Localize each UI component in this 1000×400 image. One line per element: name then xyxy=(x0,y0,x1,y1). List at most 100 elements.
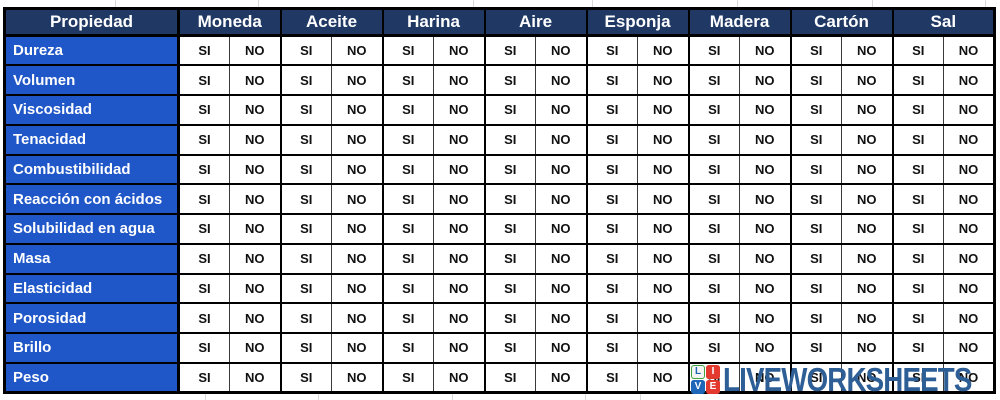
answer-cell-si[interactable]: SI xyxy=(279,361,333,394)
answer-cell-si[interactable]: SI xyxy=(381,213,435,245)
answer-cell-si[interactable]: SI xyxy=(279,34,333,67)
answer-cell-si[interactable]: SI xyxy=(483,183,537,215)
answer-cell-no[interactable]: NO xyxy=(739,332,792,364)
answer-cell-si[interactable]: SI xyxy=(687,272,741,305)
answer-cell-si[interactable]: SI xyxy=(177,332,230,364)
answer-cell-si[interactable]: SI xyxy=(687,123,741,156)
answer-cell-si[interactable]: SI xyxy=(177,94,230,126)
answer-cell-si[interactable]: SI xyxy=(891,64,945,96)
answer-cell-no[interactable]: NO xyxy=(331,213,384,245)
answer-cell-si[interactable]: SI xyxy=(687,242,741,275)
answer-cell-no[interactable]: NO xyxy=(841,123,894,156)
answer-cell-no[interactable]: NO xyxy=(637,183,690,215)
answer-cell-si[interactable]: SI xyxy=(687,94,741,126)
answer-cell-si[interactable]: SI xyxy=(381,123,435,156)
answer-cell-no[interactable]: NO xyxy=(331,94,384,126)
answer-cell-no[interactable]: NO xyxy=(331,272,384,305)
answer-cell-no[interactable]: NO xyxy=(331,183,384,215)
answer-cell-si[interactable]: SI xyxy=(687,153,741,186)
answer-cell-no[interactable]: NO xyxy=(841,94,894,126)
answer-cell-no[interactable]: NO xyxy=(841,361,894,394)
answer-cell-no[interactable]: NO xyxy=(535,123,588,156)
answer-cell-si[interactable]: SI xyxy=(279,302,333,334)
answer-cell-si[interactable]: SI xyxy=(177,153,230,186)
answer-cell-si[interactable]: SI xyxy=(381,64,435,96)
answer-cell-si[interactable]: SI xyxy=(891,213,945,245)
answer-cell-si[interactable]: SI xyxy=(585,213,639,245)
answer-cell-no[interactable]: NO xyxy=(535,332,588,364)
answer-cell-no[interactable]: NO xyxy=(841,153,894,186)
answer-cell-no[interactable]: NO xyxy=(535,183,588,215)
answer-cell-si[interactable]: SI xyxy=(687,183,741,215)
answer-cell-no[interactable]: NO xyxy=(739,183,792,215)
answer-cell-si[interactable]: SI xyxy=(177,34,230,67)
answer-cell-no[interactable]: NO xyxy=(433,242,486,275)
answer-cell-si[interactable]: SI xyxy=(687,64,741,96)
answer-cell-no[interactable]: NO xyxy=(535,64,588,96)
answer-cell-si[interactable]: SI xyxy=(177,361,230,394)
answer-cell-si[interactable]: SI xyxy=(789,242,843,275)
answer-cell-no[interactable]: NO xyxy=(228,242,282,275)
answer-cell-si[interactable]: SI xyxy=(585,302,639,334)
answer-cell-si[interactable]: SI xyxy=(381,242,435,275)
answer-cell-no[interactable]: NO xyxy=(637,94,690,126)
answer-cell-si[interactable]: SI xyxy=(381,34,435,67)
answer-cell-no[interactable]: NO xyxy=(841,183,894,215)
answer-cell-si[interactable]: SI xyxy=(279,272,333,305)
answer-cell-no[interactable]: NO xyxy=(637,302,690,334)
answer-cell-no[interactable]: NO xyxy=(331,153,384,186)
answer-cell-si[interactable]: SI xyxy=(279,94,333,126)
answer-cell-no[interactable]: NO xyxy=(433,213,486,245)
answer-cell-no[interactable]: NO xyxy=(331,34,384,67)
answer-cell-no[interactable]: NO xyxy=(841,213,894,245)
answer-cell-no[interactable]: NO xyxy=(228,64,282,96)
answer-cell-si[interactable]: SI xyxy=(585,34,639,67)
answer-cell-no[interactable]: NO xyxy=(535,94,588,126)
answer-cell-no[interactable]: NO xyxy=(228,361,282,394)
answer-cell-no[interactable]: NO xyxy=(943,272,996,305)
answer-cell-no[interactable]: NO xyxy=(739,242,792,275)
answer-cell-no[interactable]: NO xyxy=(331,64,384,96)
answer-cell-no[interactable]: NO xyxy=(943,361,996,394)
answer-cell-si[interactable]: SI xyxy=(789,302,843,334)
answer-cell-si[interactable]: SI xyxy=(279,123,333,156)
answer-cell-no[interactable]: NO xyxy=(331,302,384,334)
answer-cell-si[interactable]: SI xyxy=(381,302,435,334)
answer-cell-si[interactable]: SI xyxy=(891,332,945,364)
answer-cell-no[interactable]: NO xyxy=(943,242,996,275)
answer-cell-no[interactable]: NO xyxy=(637,242,690,275)
answer-cell-si[interactable]: SI xyxy=(585,242,639,275)
answer-cell-no[interactable]: NO xyxy=(637,34,690,67)
answer-cell-si[interactable]: SI xyxy=(891,153,945,186)
answer-cell-si[interactable]: SI xyxy=(483,123,537,156)
answer-cell-no[interactable]: NO xyxy=(228,183,282,215)
answer-cell-si[interactable]: SI xyxy=(789,332,843,364)
answer-cell-si[interactable]: SI xyxy=(381,153,435,186)
answer-cell-no[interactable]: NO xyxy=(331,332,384,364)
answer-cell-no[interactable]: NO xyxy=(637,272,690,305)
answer-cell-si[interactable]: SI xyxy=(483,64,537,96)
answer-cell-no[interactable]: NO xyxy=(535,153,588,186)
answer-cell-no[interactable]: NO xyxy=(943,123,996,156)
answer-cell-si[interactable]: SI xyxy=(177,123,230,156)
answer-cell-si[interactable]: SI xyxy=(789,64,843,96)
answer-cell-no[interactable]: NO xyxy=(433,272,486,305)
answer-cell-si[interactable]: SI xyxy=(483,242,537,275)
answer-cell-no[interactable]: NO xyxy=(943,332,996,364)
answer-cell-si[interactable]: SI xyxy=(483,153,537,186)
answer-cell-si[interactable]: SI xyxy=(381,94,435,126)
answer-cell-no[interactable]: NO xyxy=(739,361,792,394)
answer-cell-si[interactable]: SI xyxy=(789,153,843,186)
answer-cell-si[interactable]: SI xyxy=(687,302,741,334)
answer-cell-si[interactable]: SI xyxy=(891,123,945,156)
answer-cell-no[interactable]: NO xyxy=(943,302,996,334)
answer-cell-no[interactable]: NO xyxy=(637,123,690,156)
answer-cell-no[interactable]: NO xyxy=(943,34,996,67)
answer-cell-no[interactable]: NO xyxy=(739,213,792,245)
answer-cell-si[interactable]: SI xyxy=(891,94,945,126)
answer-cell-no[interactable]: NO xyxy=(331,361,384,394)
answer-cell-si[interactable]: SI xyxy=(891,272,945,305)
answer-cell-no[interactable]: NO xyxy=(228,34,282,67)
answer-cell-no[interactable]: NO xyxy=(637,213,690,245)
answer-cell-si[interactable]: SI xyxy=(177,302,230,334)
